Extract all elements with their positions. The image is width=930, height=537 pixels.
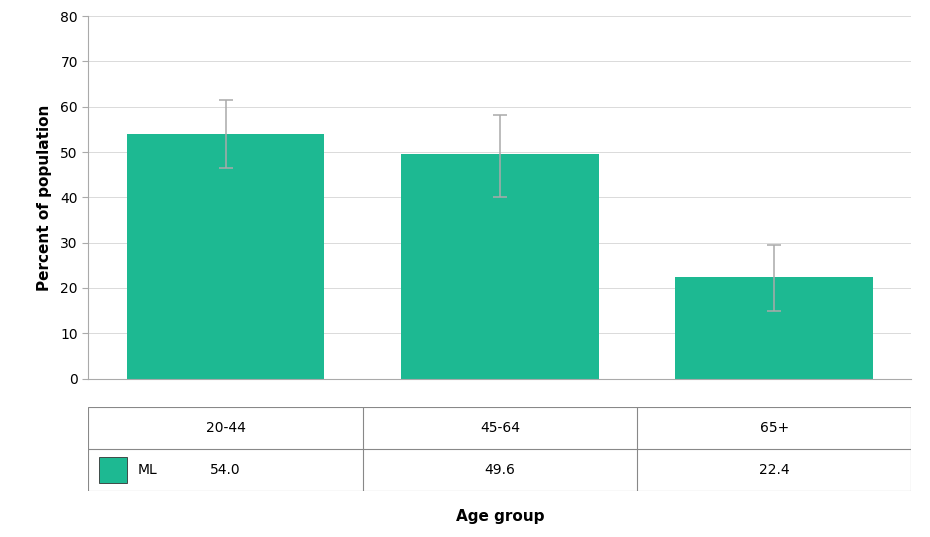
Bar bbox=[126, 134, 325, 379]
Text: 49.6: 49.6 bbox=[485, 463, 515, 477]
Bar bbox=[675, 277, 873, 379]
Y-axis label: Percent of population: Percent of population bbox=[37, 104, 52, 291]
Bar bbox=[401, 154, 599, 379]
Text: 22.4: 22.4 bbox=[759, 463, 790, 477]
Text: 20-44: 20-44 bbox=[206, 420, 246, 435]
Text: 65+: 65+ bbox=[760, 420, 789, 435]
Text: 45-64: 45-64 bbox=[480, 420, 520, 435]
Text: ML: ML bbox=[138, 463, 157, 477]
Bar bbox=[100, 458, 126, 483]
Text: 54.0: 54.0 bbox=[210, 463, 241, 477]
Text: Age group: Age group bbox=[456, 509, 544, 524]
